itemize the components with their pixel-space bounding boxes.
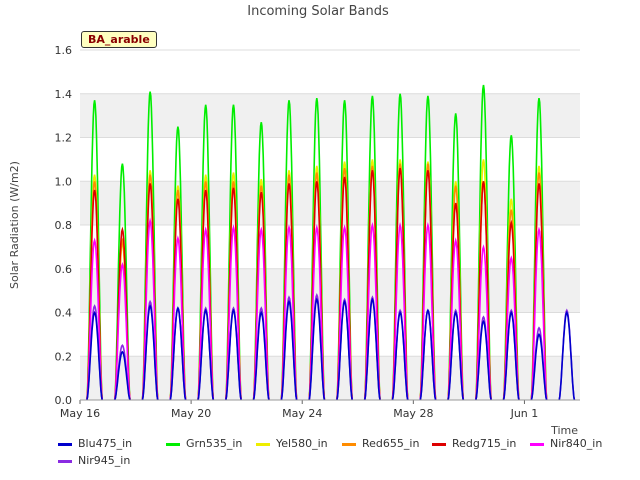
plot-band [80,137,580,182]
legend-item-redg715-in: Redg715_in [432,436,516,452]
y-tick-label: 0.0 [55,394,73,407]
chart-title: Incoming Solar Bands [247,4,389,19]
y-tick-label: 1.6 [55,44,73,57]
legend-label: Grn535_in [186,437,243,450]
series-line-nir840-in [86,217,548,401]
plot-background [80,50,580,400]
legend-swatch [58,442,72,446]
series-line-blu475-in [86,297,576,401]
series-line-grn535-in [86,84,548,401]
legend-item-grn535-in: Grn535_in [166,436,242,452]
y-tick-label: 0.8 [55,219,73,232]
plot-band [80,181,580,225]
legend-item-yel580-in: Yel580_in [256,436,328,452]
legend-label: Yel580_in [276,437,328,450]
x-tick-label: May 28 [393,407,433,420]
legend-item-red655-in: Red655_in [342,436,419,452]
series-line-redg715-in [86,167,548,401]
series-line-red655-in [86,163,548,401]
series-layer [86,84,576,401]
y-tick-label: 1.4 [55,88,73,101]
legend-swatch [58,459,72,463]
y-tick-label: 0.4 [55,307,73,320]
legend-swatch [256,442,270,446]
legend-label: Nir945_in [78,454,131,467]
y-axis-label: Solar Radiation (W/m2) [8,161,21,289]
legend-label: Nir840_in [550,437,603,450]
plot-band [80,268,580,313]
y-axis: 0.0 0.2 0.4 0.6 0.8 1.0 1.2 1.4 1.6 [55,44,73,407]
y-tick-label: 1.0 [55,175,73,188]
legend-label: Redg715_in [452,437,517,450]
legend-item-nir945-in: Nir945_in [58,453,130,469]
x-tick-label: May 16 [60,407,100,420]
x-tick-label: Jun 1 [510,407,539,420]
legend-label: Blu475_in [78,437,133,450]
legend-item-blu475-in: Blu475_in [58,436,132,452]
legend-swatch [530,442,544,446]
plot-band [80,50,580,94]
annotation-badge: BA_arable [81,31,157,48]
x-tick-label: May 20 [171,407,211,420]
plot-band [80,356,580,400]
plot-band [80,93,580,138]
legend-swatch [342,442,356,446]
legend-item-nir840-in: Nir840_in [530,436,602,452]
plot-band [80,225,580,269]
legend-swatch [166,442,180,446]
legend-label: Red655_in [362,437,420,450]
x-axis-label: Time [550,424,578,437]
x-axis: May 16 May 20 May 24 May 28 Jun 1 [60,399,580,420]
x-tick-label: May 24 [282,407,322,420]
plot-band [80,312,580,357]
y-tick-label: 0.2 [55,350,73,363]
legend-swatch [432,442,446,446]
y-tick-label: 0.6 [55,263,73,276]
y-tick-label: 1.2 [55,132,73,145]
